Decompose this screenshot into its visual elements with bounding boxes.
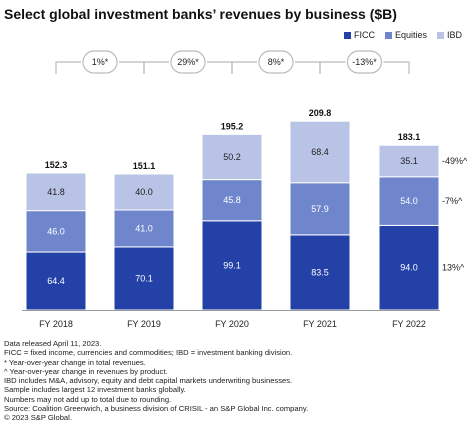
chart-notes: Data released April 11, 2023. FICC = fix… xyxy=(4,339,308,423)
bar-ibd-3 xyxy=(289,120,351,184)
x-tick-label: FY 2020 xyxy=(215,319,249,329)
note-line: Sample includes largest 12 investment ba… xyxy=(4,385,186,395)
x-tick-label: FY 2019 xyxy=(127,319,161,329)
total-label: 195.2 xyxy=(221,121,244,131)
data-label-ficc: 70.1 xyxy=(135,273,153,283)
x-tick-label: FY 2022 xyxy=(392,319,426,329)
chart-title: Select global investment banks’ revenues… xyxy=(4,6,397,22)
legend-label-ficc: FICC xyxy=(353,30,375,40)
note-line: ^ Year-over-year change in revenues by p… xyxy=(4,366,168,376)
bar-ibd-0 xyxy=(25,172,87,212)
legend-item-ficc: FICC xyxy=(343,30,375,40)
bar-ibd-1 xyxy=(113,173,175,211)
data-label-ficc: 99.1 xyxy=(223,260,241,270)
bar-ibd-2 xyxy=(201,133,263,181)
bar-equities-3 xyxy=(289,182,351,236)
yoy-total-label: -13%* xyxy=(352,57,377,67)
note-line: IBD includes M&A, advisory, equity and d… xyxy=(4,376,293,386)
data-label-equities: 46.0 xyxy=(47,226,65,236)
yoy-product-label: -49%^ xyxy=(442,156,468,166)
yoy-pill xyxy=(82,50,118,74)
total-label: 151.1 xyxy=(133,161,156,171)
bar-ficc-0 xyxy=(25,251,87,311)
total-label: 209.8 xyxy=(309,108,332,118)
note-line: Data released April 11, 2023. xyxy=(4,339,102,348)
data-label-ibd: 50.2 xyxy=(223,152,241,162)
legend-item-ibd: IBD xyxy=(436,30,462,40)
note-line: Numbers may not add up to total due to r… xyxy=(4,394,172,404)
legend-item-equities: Equities xyxy=(384,30,427,40)
data-label-ibd: 35.1 xyxy=(400,156,418,166)
yoy-pill xyxy=(170,50,206,74)
yoy-pill xyxy=(346,50,383,74)
yoy-total-label: 8%* xyxy=(268,57,285,67)
yoy-total-label: 29%* xyxy=(177,57,199,67)
x-tick-label: FY 2018 xyxy=(39,319,73,329)
legend-swatch-ibd xyxy=(436,31,444,39)
x-tick-label: FY 2021 xyxy=(303,319,337,329)
data-label-ibd: 68.4 xyxy=(311,147,329,157)
note-line: FICC = fixed income, currencies and comm… xyxy=(4,348,293,358)
bar-equities-0 xyxy=(25,210,87,253)
data-label-ficc: 64.4 xyxy=(47,276,65,286)
note-line: * Year-over-year change in total revenue… xyxy=(4,357,146,367)
data-label-equities: 41.0 xyxy=(135,223,153,233)
yoy-bracket-right xyxy=(119,61,145,74)
yoy-bracket-left xyxy=(143,61,169,74)
bar-equities-4 xyxy=(378,176,440,226)
note-line: Source: Coalition Greenwich, a business … xyxy=(4,404,309,414)
note-line: © 2023 S&P Global. xyxy=(4,413,72,423)
data-label-equities: 57.9 xyxy=(311,204,329,214)
yoy-bracket-right xyxy=(295,61,321,74)
legend-swatch-equities xyxy=(384,31,392,39)
yoy-product-label: 13%^ xyxy=(442,263,465,273)
legend-label-equities: Equities xyxy=(394,30,427,40)
bar-chart: 64.4 46.0 41.8 152.3 FY 2018 70.1 41.0 40.0 151.… xyxy=(22,50,468,329)
legend: FICC Equities IBD xyxy=(343,30,462,40)
data-label-ficc: 83.5 xyxy=(311,267,329,277)
legend-label-ibd: IBD xyxy=(446,30,462,40)
total-label: 152.3 xyxy=(45,160,68,170)
data-label-equities: 45.8 xyxy=(223,195,241,205)
yoy-pill xyxy=(258,50,294,74)
total-label: 183.1 xyxy=(398,132,421,142)
bar-ibd-4 xyxy=(378,144,440,178)
data-label-equities: 54.0 xyxy=(400,196,418,206)
yoy-bracket-right xyxy=(207,61,233,74)
yoy-total-label: 1%* xyxy=(92,57,109,67)
yoy-bracket-right xyxy=(383,61,410,74)
data-label-ibd: 41.8 xyxy=(47,187,65,197)
yoy-product-label: -7%^ xyxy=(442,196,463,206)
data-label-ficc: 94.0 xyxy=(400,263,418,273)
yoy-bracket-left xyxy=(55,61,81,74)
data-label-ibd: 40.0 xyxy=(135,187,153,197)
bar-ficc-4 xyxy=(378,224,440,311)
yoy-bracket-left xyxy=(319,61,346,74)
bar-ficc-1 xyxy=(113,246,175,311)
legend-swatch-ficc xyxy=(343,31,351,39)
yoy-bracket-left xyxy=(231,61,257,74)
